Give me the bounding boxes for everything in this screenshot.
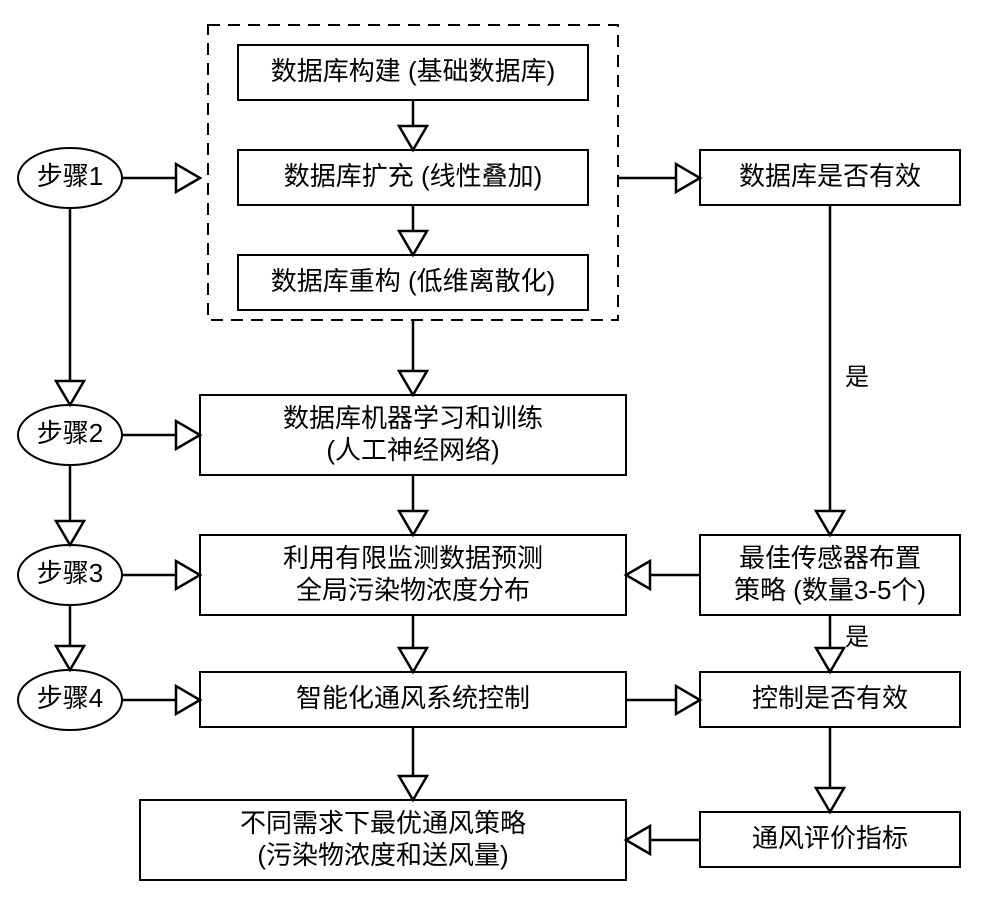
db-valid-label: 数据库是否有效 — [739, 161, 921, 191]
edge-yes-1: 是 — [845, 364, 869, 391]
predict-label-2: 全局污染物浓度分布 — [296, 575, 530, 605]
metric-label: 通风评价指标 — [752, 823, 908, 853]
step-3-label: 步骤3 — [37, 558, 103, 588]
predict-label-1: 利用有限监测数据预测 — [283, 543, 543, 573]
ml-label-1: 数据库机器学习和训练 — [283, 403, 543, 433]
flowchart: 步骤1 步骤2 步骤3 步骤4 数据库构建 (基础数据库) 数据库扩充 (线性叠… — [0, 0, 1000, 923]
step-1-label: 步骤1 — [37, 161, 103, 191]
step-2-label: 步骤2 — [37, 418, 103, 448]
db-expand-label: 数据库扩充 (线性叠加) — [284, 161, 543, 191]
ml-label-2: (人工神经网络) — [326, 435, 499, 465]
optimal-label-2: (污染物浓度和送风量) — [257, 840, 508, 870]
ctrl-label: 智能化通风系统控制 — [296, 683, 530, 713]
sensor-label-2: 策略 (数量3-5个) — [734, 575, 926, 605]
ctrl-valid-label: 控制是否有效 — [752, 683, 908, 713]
db-build-label: 数据库构建 (基础数据库) — [271, 56, 556, 86]
step-4-label: 步骤4 — [37, 683, 103, 713]
db-recon-label: 数据库重构 (低维离散化) — [271, 266, 556, 296]
arrows — [56, 100, 844, 854]
optimal-label-1: 不同需求下最优通风策略 — [240, 808, 526, 838]
sensor-label-1: 最佳传感器布置 — [739, 543, 921, 573]
edge-yes-2: 是 — [845, 624, 869, 651]
